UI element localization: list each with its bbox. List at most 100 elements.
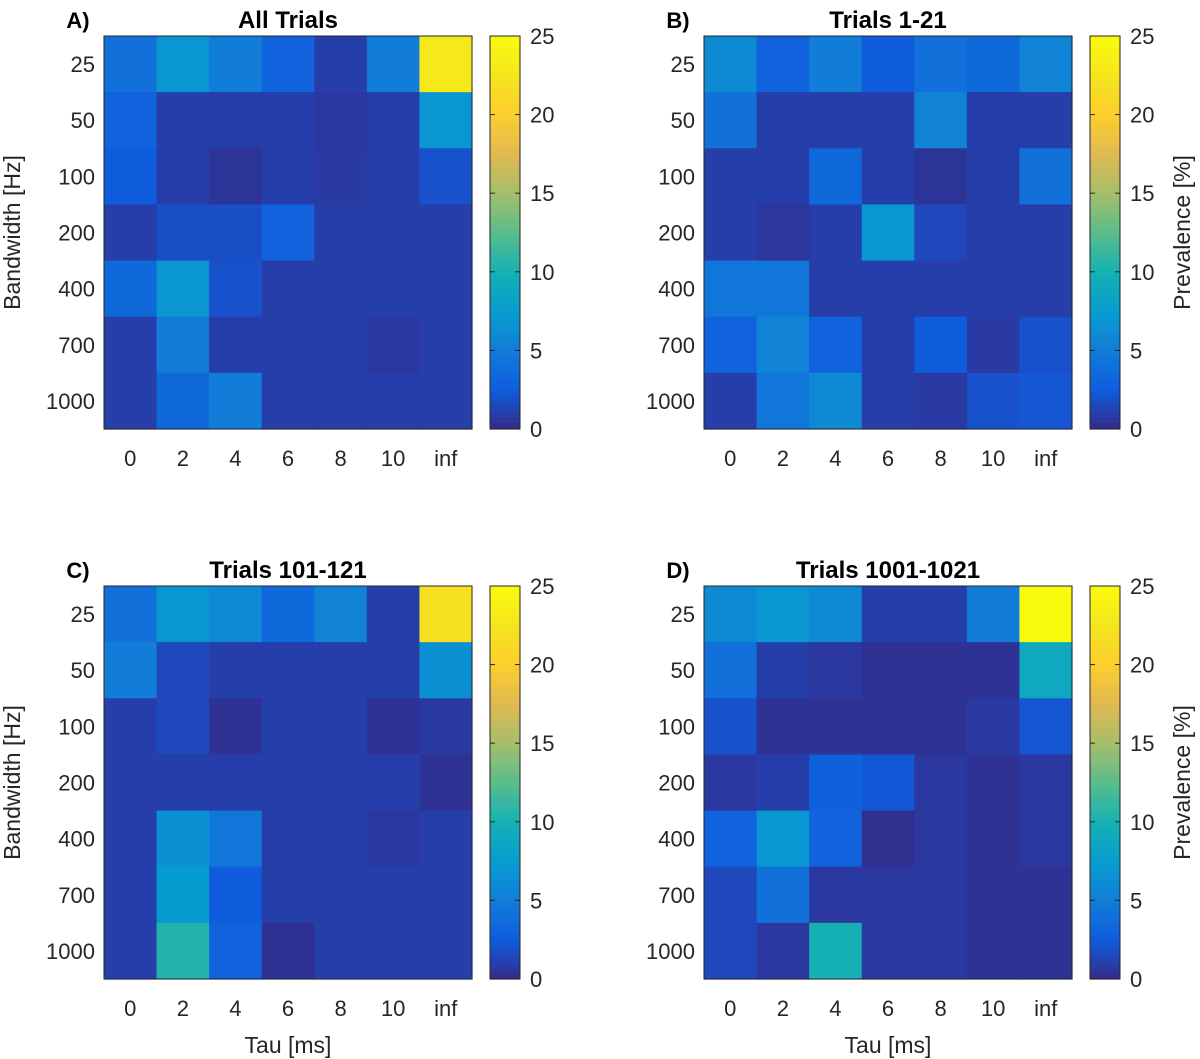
colorbar-segment <box>490 330 520 338</box>
heatmap-cell <box>1019 922 1073 980</box>
colorbar-tick-label: 25 <box>1130 24 1154 49</box>
colorbar-segment <box>490 684 520 691</box>
heatmap-cell <box>104 372 158 430</box>
heatmap-cell <box>756 36 810 93</box>
colorbar-segment <box>1090 733 1120 741</box>
heatmap-cell <box>156 372 210 430</box>
heatmap-cell <box>704 148 758 206</box>
colorbar-segment <box>1090 622 1120 630</box>
heatmap-cell <box>809 372 863 430</box>
colorbar-segment <box>1090 275 1120 283</box>
colorbar-segment <box>490 936 520 943</box>
colorbar-segment <box>490 905 520 913</box>
heatmap-cell <box>704 810 758 868</box>
colorbar-tick-label: 20 <box>530 653 554 678</box>
y-tick-label: 25 <box>71 602 95 627</box>
heatmap-cell <box>209 810 263 868</box>
colorbar-segment <box>1090 813 1120 820</box>
colorbar-segment <box>1090 721 1120 728</box>
colorbar-tick-label: 15 <box>1130 731 1154 756</box>
colorbar-segment <box>1090 128 1120 135</box>
heatmap-cell <box>366 148 421 206</box>
colorbar-segment <box>490 622 520 630</box>
heatmap-cell <box>209 36 263 93</box>
colorbar-segment <box>490 972 520 980</box>
heatmap-cell <box>809 866 863 924</box>
y-tick-label: 50 <box>671 658 695 683</box>
colorbar-segment <box>1090 586 1120 593</box>
x-tick-label: 8 <box>934 996 946 1021</box>
colorbar-segment <box>490 813 520 820</box>
colorbar-segment <box>1090 696 1120 704</box>
heatmap-cell <box>1019 316 1073 374</box>
heatmap-cell <box>419 204 473 262</box>
colorbar-segment <box>490 207 520 215</box>
heatmap-cell <box>861 642 915 699</box>
x-tick-label: 6 <box>282 996 294 1021</box>
colorbar-segment <box>490 899 520 906</box>
y-tick-label: 50 <box>671 108 695 133</box>
heatmap-cell <box>809 586 863 643</box>
x-tick-label: 4 <box>829 446 841 471</box>
y-axis-label: Bandwidth [Hz] <box>0 705 25 860</box>
colorbar-segment <box>1090 54 1120 62</box>
x-tick-label: 4 <box>229 996 241 1021</box>
heatmap-cell <box>419 866 473 924</box>
colorbar-segment <box>490 874 520 882</box>
heatmap-cell <box>914 586 968 643</box>
heatmap-cell <box>104 698 158 756</box>
heatmap-cell <box>861 372 915 430</box>
colorbar-segment <box>490 727 520 734</box>
heatmap-cell <box>914 922 968 980</box>
colorbar-segment <box>490 336 520 344</box>
heatmap-cell <box>1019 36 1073 93</box>
colorbar-segment <box>1090 263 1120 270</box>
colorbar-segment <box>1090 862 1120 870</box>
colorbar-segment <box>490 134 520 141</box>
colorbar-segment <box>490 739 520 747</box>
colorbar-segment <box>490 287 520 295</box>
x-tick-label: 6 <box>882 996 894 1021</box>
heatmap-cell <box>419 92 473 149</box>
colorbar-segment <box>490 807 520 814</box>
colorbar-segment <box>490 306 520 313</box>
heatmap-cell <box>756 204 810 262</box>
colorbar-segment <box>1090 220 1120 227</box>
colorbar-segment <box>1090 751 1120 759</box>
colorbar-frame <box>489 35 521 430</box>
heatmap-cell <box>419 148 473 206</box>
colorbar-segment <box>1090 776 1120 784</box>
colorbar-segment <box>490 379 520 387</box>
panel-title: Trials 1001-1021 <box>796 557 980 584</box>
heatmap-cell <box>261 260 315 318</box>
heatmap-cell <box>314 36 368 93</box>
heatmap-cell <box>809 204 863 262</box>
colorbar-segment <box>1090 598 1120 606</box>
heatmap-cell <box>314 866 368 924</box>
colorbar-segment <box>490 671 520 679</box>
colorbar-segment <box>1090 140 1120 148</box>
heatmap-cell <box>366 810 421 868</box>
axes-frame <box>703 585 1073 980</box>
colorbar-segment <box>1090 330 1120 338</box>
colorbar-segment <box>490 714 520 722</box>
heatmap-cell <box>261 586 315 643</box>
colorbar-tick-label: 25 <box>1130 574 1154 599</box>
colorbar-segment <box>1090 641 1120 649</box>
colorbar-segment <box>1090 238 1120 246</box>
colorbar-tick-label: 25 <box>530 24 554 49</box>
colorbar-segment <box>490 146 520 154</box>
colorbar-segment <box>490 54 520 62</box>
colorbar-segment <box>1090 42 1120 49</box>
heatmap-cell <box>261 372 315 430</box>
colorbar-segment <box>490 422 520 430</box>
colorbar-segment <box>490 189 520 197</box>
heatmap-cell <box>156 810 210 868</box>
colorbar-tick-label: 5 <box>530 888 542 913</box>
heatmap-cell <box>104 36 158 93</box>
colorbar-tick-label: 5 <box>1130 888 1142 913</box>
heatmap-cell <box>704 922 758 980</box>
colorbar-segment <box>490 226 520 234</box>
colorbar-segment <box>1090 843 1120 851</box>
colorbar-segment <box>490 66 520 74</box>
